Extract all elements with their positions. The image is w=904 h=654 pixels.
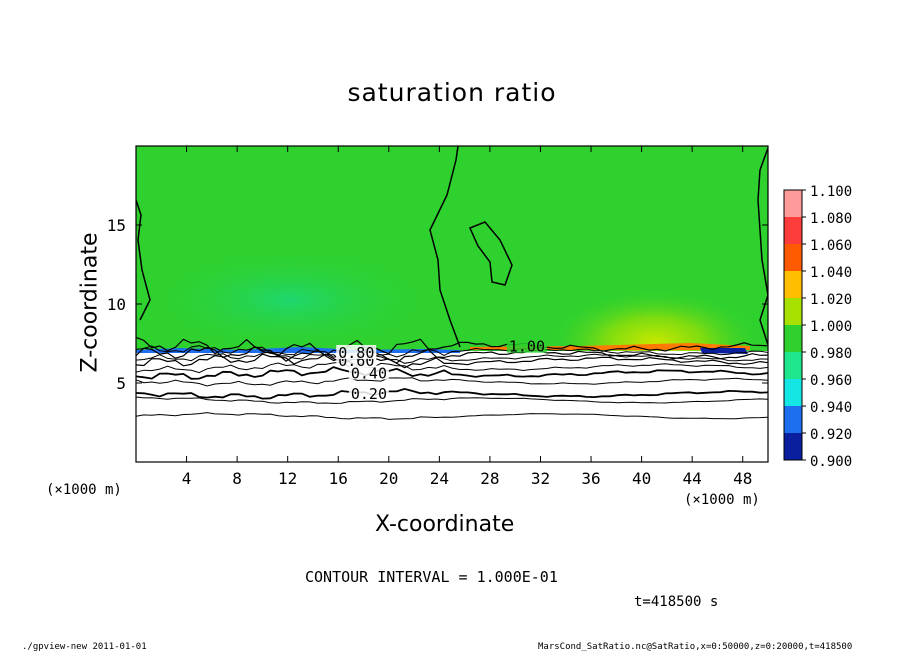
colorbar-label: 0.980 xyxy=(810,346,852,362)
colorbar-label: 0.900 xyxy=(810,454,852,470)
contour-label: 0.80 xyxy=(338,344,374,362)
colorbar-label: 1.100 xyxy=(810,184,852,200)
contour-label: 1.00 xyxy=(509,338,545,356)
y-tick-label: 10 xyxy=(107,295,126,314)
colorbar-swatch xyxy=(784,271,802,298)
x-tick-label: 16 xyxy=(329,469,348,488)
contour-1-00-left-edge xyxy=(136,199,151,321)
colorbar-swatch xyxy=(784,352,802,379)
contour-interval-label: CONTOUR INTERVAL = 1.000E-01 xyxy=(305,568,558,586)
x-tick-label: 20 xyxy=(379,469,398,488)
contour-label: 0.20 xyxy=(351,385,387,403)
colorbar-label: 1.060 xyxy=(810,238,852,254)
y-tick-label: 15 xyxy=(107,216,126,235)
time-label: t=418500 s xyxy=(634,594,719,610)
colorbar-swatch xyxy=(784,325,802,352)
plot-field xyxy=(136,146,768,462)
colorbar-label: 1.080 xyxy=(810,211,852,227)
x-tick-label: 12 xyxy=(278,469,297,488)
colorbar-swatch xyxy=(784,244,802,271)
colorbar-label: 1.000 xyxy=(810,319,852,335)
chart-title: saturation ratio xyxy=(347,78,557,107)
contour-line xyxy=(136,336,768,357)
contour-line xyxy=(136,387,768,400)
footer-source: MarsCond_SatRatio.nc@SatRatio,x=0:50000,… xyxy=(538,642,853,652)
footer-command: ./gpview-new 2011-01-01 xyxy=(22,642,147,652)
contour-line xyxy=(136,351,768,364)
x-tick-label: 48 xyxy=(733,469,752,488)
contour-line xyxy=(136,361,768,374)
supersaturated-patch xyxy=(545,260,765,370)
subsaturated-patch xyxy=(140,245,440,355)
contour-line xyxy=(136,345,768,358)
contour-label-bg xyxy=(348,386,389,401)
contour-lines xyxy=(136,336,768,420)
contour-line xyxy=(136,353,768,369)
colorbar-label: 1.020 xyxy=(810,292,852,308)
contour-1-00-upper xyxy=(429,146,461,348)
contour-line xyxy=(136,412,768,420)
x-tick-label: 44 xyxy=(683,469,702,488)
colorbar-swatch xyxy=(784,379,802,406)
colorbar-label: 0.940 xyxy=(810,400,852,416)
contour-1-00-right-edge xyxy=(757,147,768,346)
x-tick-label: 36 xyxy=(581,469,600,488)
x-tick-label: 8 xyxy=(232,469,242,488)
x-tick-label: 24 xyxy=(430,469,449,488)
colorbar-swatch xyxy=(784,190,802,217)
x-tick-label: 28 xyxy=(480,469,499,488)
x-unit-label-left: (×1000 m) xyxy=(46,482,122,498)
colorbar-swatch xyxy=(784,433,802,460)
colorbar-label: 1.040 xyxy=(810,265,852,281)
contour-label: 0.40 xyxy=(351,365,387,383)
colorbar-label: 0.920 xyxy=(810,427,852,443)
contour-line xyxy=(136,396,768,404)
contour-label-bg xyxy=(336,344,377,359)
contour-label-bg xyxy=(506,338,547,353)
dry-region xyxy=(136,351,768,462)
colorbar-swatch xyxy=(784,217,802,244)
contour-label-bg xyxy=(348,365,389,380)
x-unit-label-right: (×1000 m) xyxy=(684,492,760,508)
x-axis: 4 8 12 16 20 24 28 32 36 40 44 48 xyxy=(182,146,752,488)
x-tick-label: 4 xyxy=(182,469,192,488)
colorbar-swatch xyxy=(784,298,802,325)
contour-line xyxy=(136,377,768,387)
contour-1-00-loop xyxy=(468,221,513,286)
y-axis: 5 10 15 xyxy=(107,216,768,393)
colorbar-swatch xyxy=(784,406,802,433)
contour-line xyxy=(136,366,768,380)
colorbar: 1.100 1.080 1.060 1.040 1.020 1.000 0.980 0.960… xyxy=(783,184,852,470)
x-axis-title: X-coordinate xyxy=(375,512,515,537)
y-tick-label: 5 xyxy=(116,374,126,393)
contour-labels: 0.200.400.600.80 1.00 xyxy=(336,338,547,403)
y-axis-title: Z-coordinate xyxy=(77,232,103,373)
x-tick-label: 32 xyxy=(531,469,550,488)
colorbar-label: 0.960 xyxy=(810,373,852,389)
x-tick-label: 40 xyxy=(632,469,651,488)
